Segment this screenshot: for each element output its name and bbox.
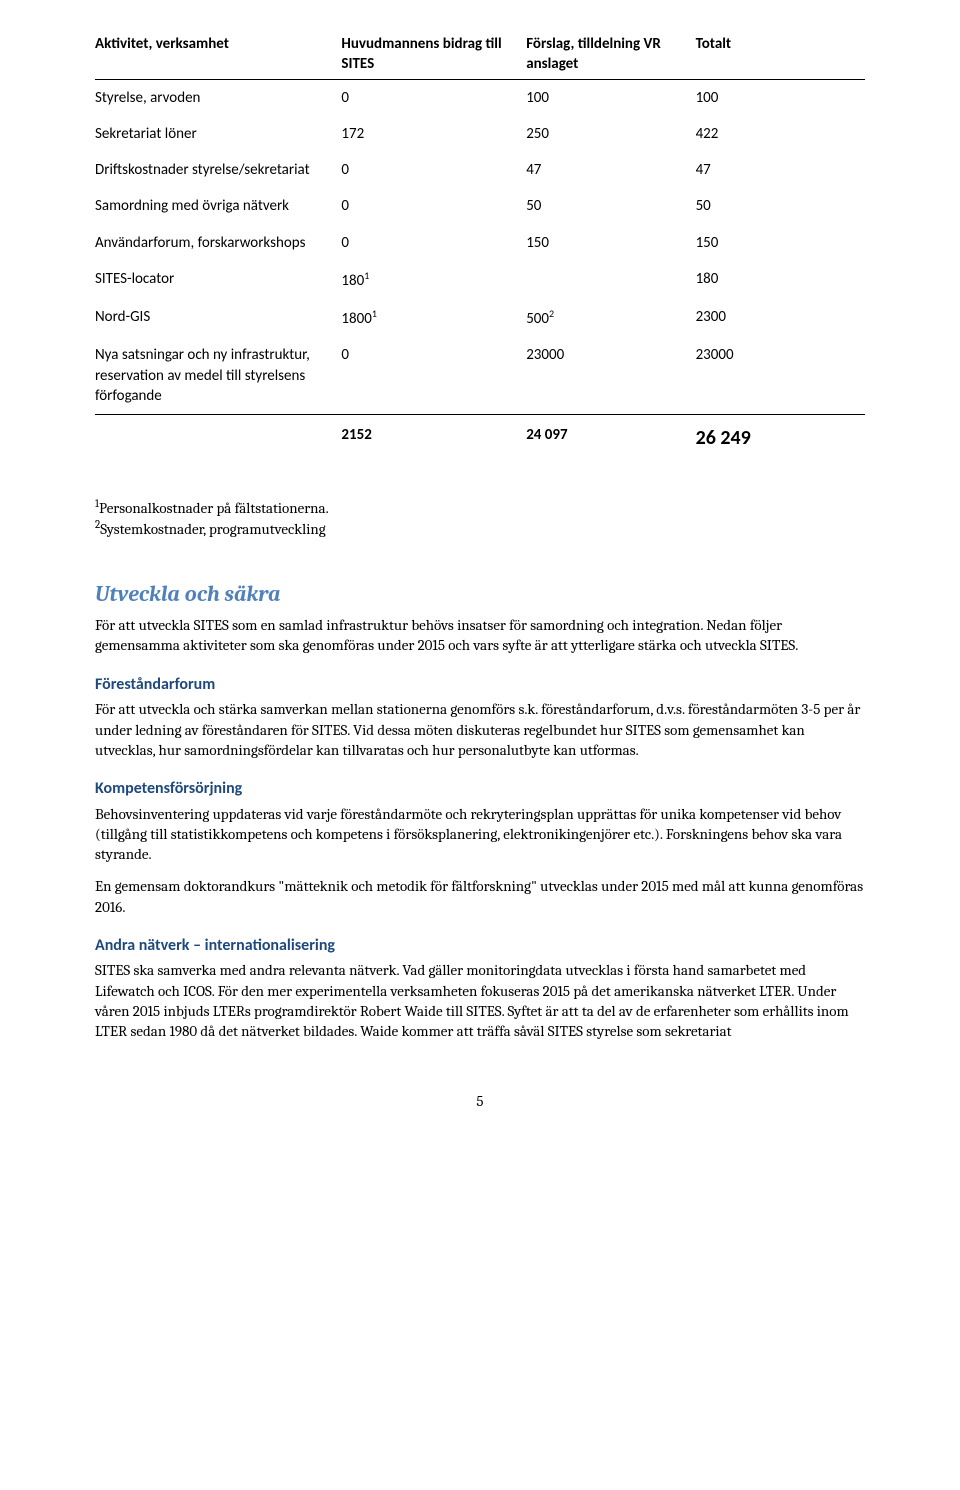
- cell-forslag: 47: [526, 152, 695, 188]
- cell-bidrag: 172: [341, 116, 526, 152]
- cell-bidrag: 1801: [341, 261, 526, 299]
- cell-forslag: 50: [526, 188, 695, 224]
- table-header: Aktivitet, verksamhet: [95, 30, 341, 79]
- cell-totalt: 47: [696, 152, 865, 188]
- cell-activity: Samordning med övriga nätverk: [95, 188, 341, 224]
- cell-bidrag: 0: [341, 188, 526, 224]
- table-row: Nya satsningar och ny infrastruktur, res…: [95, 337, 865, 414]
- cell-forslag: 150: [526, 225, 695, 261]
- cell-forslag: 5002: [526, 299, 695, 337]
- totals-cell: 2152: [341, 415, 526, 463]
- cell-bidrag: 0: [341, 337, 526, 414]
- totals-cell: 24 097: [526, 415, 695, 463]
- table-row: Samordning med övriga nätverk05050: [95, 188, 865, 224]
- cell-totalt: 50: [696, 188, 865, 224]
- section-utveckla-body: För att utveckla SITES som en samlad inf…: [95, 615, 865, 656]
- section-utveckla-title: Utveckla och säkra: [95, 580, 865, 610]
- table-header: Totalt: [696, 30, 865, 79]
- cell-forslag: 100: [526, 79, 695, 116]
- table-row: Driftskostnader styrelse/sekretariat0474…: [95, 152, 865, 188]
- cell-activity: Sekretariat löner: [95, 116, 341, 152]
- footnotes: 1Personalkostnader på fältstationerna. 2…: [95, 497, 865, 540]
- table-row: Sekretariat löner172250422: [95, 116, 865, 152]
- totals-cell: [95, 415, 341, 463]
- cell-activity: SITES-locator: [95, 261, 341, 299]
- footnote-2: 2Systemkostnader, programutveckling: [95, 518, 865, 539]
- table-row: Styrelse, arvoden0100100: [95, 79, 865, 116]
- cell-bidrag: 18001: [341, 299, 526, 337]
- cell-totalt: 150: [696, 225, 865, 261]
- cell-forslag: [526, 261, 695, 299]
- table-header-row: Aktivitet, verksamhet Huvudmannens bidra…: [95, 30, 865, 79]
- budget-table-container: Aktivitet, verksamhet Huvudmannens bidra…: [95, 30, 865, 462]
- cell-bidrag: 0: [341, 152, 526, 188]
- table-totals-row: 215224 09726 249: [95, 415, 865, 463]
- table-header: Huvudmannens bidrag till SITES: [341, 30, 526, 79]
- kompetens-body1: Behovsinventering uppdateras vid varje f…: [95, 804, 865, 865]
- subheading-forestandar: Föreståndarforum: [95, 674, 865, 696]
- footnote-1: 1Personalkostnader på fältstationerna.: [95, 497, 865, 518]
- subheading-kompetens: Kompetensförsörjning: [95, 778, 865, 800]
- page-number: 5: [95, 1091, 865, 1111]
- table-row: Nord-GIS1800150022300: [95, 299, 865, 337]
- cell-forslag: 250: [526, 116, 695, 152]
- totals-cell: 26 249: [696, 415, 865, 463]
- cell-forslag: 23000: [526, 337, 695, 414]
- table-header: Förslag, tilldelning VR anslaget: [526, 30, 695, 79]
- budget-table: Aktivitet, verksamhet Huvudmannens bidra…: [95, 30, 865, 462]
- forestandar-body: För att utveckla och stärka samverkan me…: [95, 699, 865, 760]
- cell-totalt: 2300: [696, 299, 865, 337]
- cell-totalt: 100: [696, 79, 865, 116]
- cell-totalt: 180: [696, 261, 865, 299]
- cell-totalt: 23000: [696, 337, 865, 414]
- table-row: Användarforum, forskarworkshops0150150: [95, 225, 865, 261]
- cell-activity: Användarforum, forskarworkshops: [95, 225, 341, 261]
- cell-totalt: 422: [696, 116, 865, 152]
- cell-activity: Styrelse, arvoden: [95, 79, 341, 116]
- andra-body: SITES ska samverka med andra relevanta n…: [95, 960, 865, 1041]
- cell-activity: Nord-GIS: [95, 299, 341, 337]
- cell-activity: Driftskostnader styrelse/sekretariat: [95, 152, 341, 188]
- cell-activity: Nya satsningar och ny infrastruktur, res…: [95, 337, 341, 414]
- cell-bidrag: 0: [341, 225, 526, 261]
- kompetens-body2: En gemensam doktorandkurs "mätteknik och…: [95, 876, 865, 917]
- cell-bidrag: 0: [341, 79, 526, 116]
- table-row: SITES-locator1801 180: [95, 261, 865, 299]
- subheading-andra: Andra nätverk – internationalisering: [95, 935, 865, 957]
